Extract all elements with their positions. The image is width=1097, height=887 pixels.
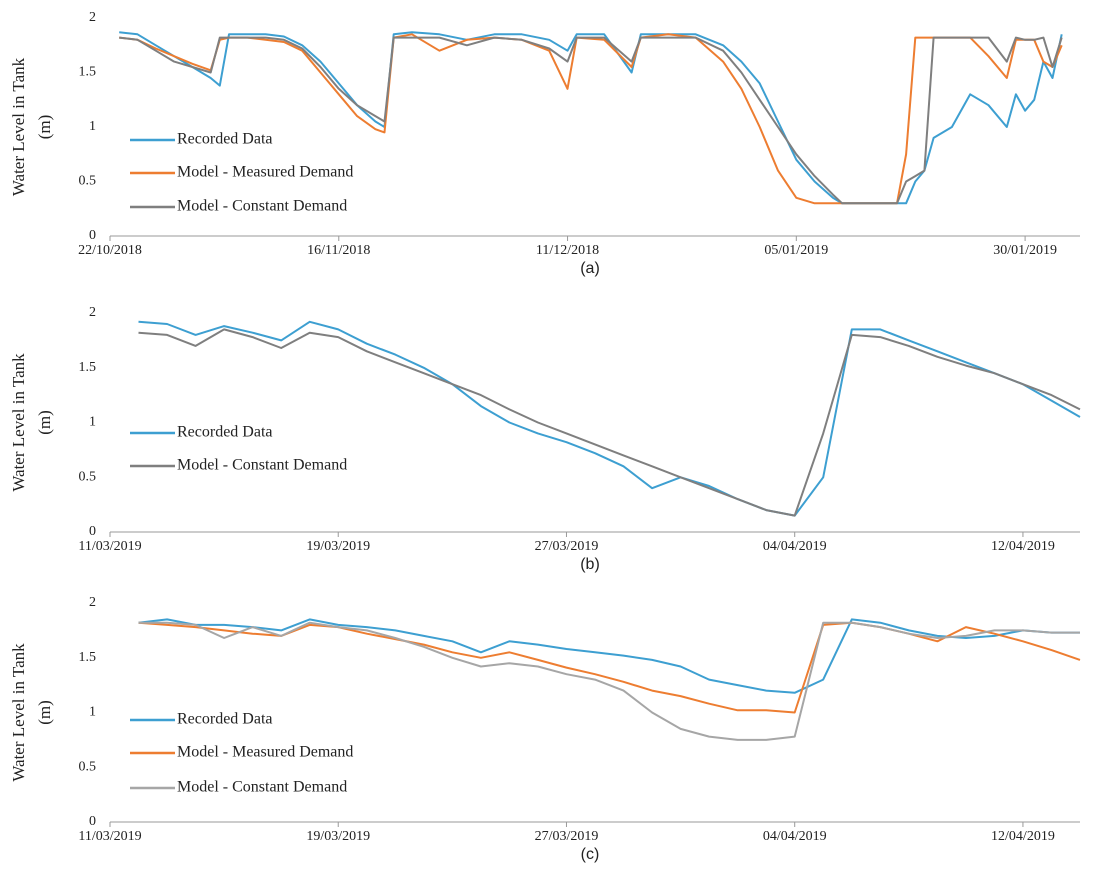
- y-tick-label: 1.5: [79, 65, 97, 80]
- caption: (c): [581, 846, 600, 863]
- series-line: [119, 36, 1063, 205]
- y-tick-label: 0: [89, 814, 96, 829]
- y-tick-label: 0: [89, 228, 96, 243]
- y-tick-label: 2: [89, 305, 96, 320]
- legend-label: Model - Measured Demand: [177, 744, 353, 761]
- legend-label: Model - Measured Demand: [177, 164, 353, 181]
- legend-label: Recorded Data: [177, 131, 273, 148]
- x-tick-label: 12/04/2019: [991, 829, 1055, 844]
- y-tick-label: 1: [89, 415, 96, 430]
- series-line: [138, 621, 1080, 741]
- y-axis-label: Water Level in Tank: [9, 643, 28, 782]
- y-tick-label: 2: [89, 595, 96, 610]
- caption: (a): [580, 260, 600, 277]
- y-tick-label: 1: [89, 705, 96, 720]
- x-tick-label: 04/04/2019: [763, 539, 827, 554]
- y-tick-label: 0.5: [79, 469, 97, 484]
- x-tick-label: 04/04/2019: [763, 829, 827, 844]
- y-tick-label: 2: [89, 10, 96, 25]
- x-tick-label: 19/03/2019: [306, 829, 370, 844]
- x-tick-label: 27/03/2019: [535, 539, 599, 554]
- x-tick-label: 19/03/2019: [306, 539, 370, 554]
- legend-label: Recorded Data: [177, 424, 273, 441]
- x-tick-label: 11/03/2019: [78, 829, 141, 844]
- y-axis-label: Water Level in Tank: [9, 353, 28, 492]
- caption: (b): [580, 556, 600, 573]
- y-tick-label: 1.5: [79, 650, 97, 665]
- y-tick-label: 0.5: [79, 759, 97, 774]
- series-line: [138, 618, 1080, 694]
- x-tick-label: 05/01/2019: [764, 243, 828, 258]
- y-axis-label: (m): [35, 115, 54, 140]
- y-tick-label: 1.5: [79, 360, 97, 375]
- x-tick-label: 16/11/2018: [307, 243, 370, 258]
- legend-label: Model - Constant Demand: [177, 457, 347, 474]
- y-tick-label: 0: [89, 524, 96, 539]
- x-tick-label: 30/01/2019: [993, 243, 1057, 258]
- x-tick-label: 22/10/2018: [78, 243, 142, 258]
- x-tick-label: 11/03/2019: [78, 539, 141, 554]
- series-line: [138, 320, 1081, 517]
- y-tick-label: 0.5: [79, 174, 97, 189]
- y-tick-label: 1: [89, 119, 96, 134]
- legend-label: Model - Constant Demand: [177, 198, 347, 215]
- y-axis-label: Water Level in Tank: [9, 57, 28, 196]
- x-tick-label: 27/03/2019: [535, 829, 599, 844]
- series-line: [138, 328, 1081, 517]
- series-line: [119, 31, 1063, 205]
- x-tick-label: 12/04/2019: [991, 539, 1055, 554]
- y-axis-label: (m): [35, 410, 54, 435]
- x-tick-label: 11/12/2018: [536, 243, 599, 258]
- legend-label: Model - Constant Demand: [177, 779, 347, 796]
- y-axis-label: (m): [35, 700, 54, 725]
- legend-label: Recorded Data: [177, 711, 273, 728]
